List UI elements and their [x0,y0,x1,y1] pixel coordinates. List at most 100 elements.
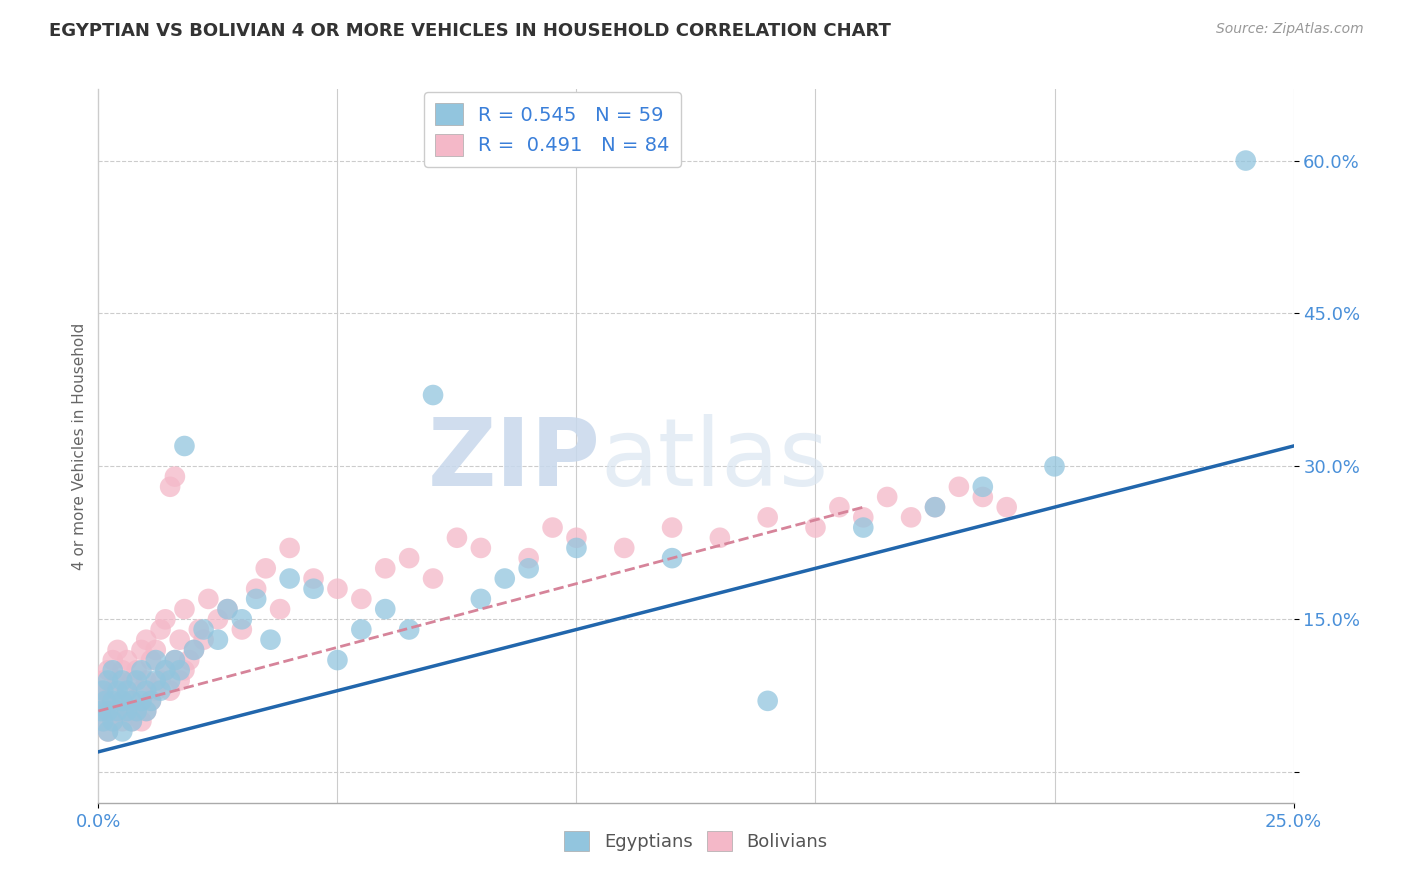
Point [661,551,683,566]
Point [972,490,994,504]
Point [173,663,195,677]
Point [90,704,112,718]
Point [107,704,129,718]
Point [422,572,444,586]
Point [756,694,779,708]
Point [107,673,129,688]
Point [139,694,162,708]
Point [115,704,138,718]
Point [111,673,134,688]
Point [163,653,186,667]
Point [398,623,420,637]
Point [517,551,540,566]
Point [207,632,229,647]
Text: EGYPTIAN VS BOLIVIAN 4 OR MORE VEHICLES IN HOUSEHOLD CORRELATION CHART: EGYPTIAN VS BOLIVIAN 4 OR MORE VEHICLES … [49,22,891,40]
Point [852,520,875,534]
Point [101,694,124,708]
Point [145,683,167,698]
Point [374,561,396,575]
Point [217,602,239,616]
Point [131,663,153,677]
Point [145,653,167,667]
Point [101,683,124,698]
Point [278,541,301,555]
Point [121,714,143,729]
Point [183,643,205,657]
Point [101,663,124,677]
Point [159,683,181,698]
Point [101,714,124,729]
Legend: Egyptians, Bolivians: Egyptians, Bolivians [557,823,835,858]
Point [97,724,120,739]
Point [91,714,114,729]
Point [131,694,153,708]
Y-axis label: 4 or more Vehicles in Household: 4 or more Vehicles in Household [72,322,87,570]
Point [179,653,201,667]
Point [661,520,683,534]
Point [173,602,195,616]
Point [422,388,444,402]
Point [111,724,134,739]
Point [169,632,191,647]
Point [756,510,779,524]
Point [139,694,162,708]
Point [97,673,120,688]
Point [97,694,120,708]
Point [145,643,167,657]
Point [876,490,898,504]
Point [254,561,277,575]
Point [149,623,172,637]
Point [101,653,124,667]
Point [97,663,120,677]
Point [101,714,124,729]
Point [207,612,229,626]
Point [125,704,148,718]
Point [89,683,111,698]
Point [149,673,172,688]
Point [155,612,177,626]
Point [852,510,875,524]
Point [107,643,129,657]
Point [131,714,153,729]
Point [259,632,281,647]
Point [135,673,157,688]
Point [231,612,253,626]
Text: atlas: atlas [600,414,828,507]
Point [804,520,827,534]
Point [107,683,129,698]
Point [159,480,181,494]
Point [565,541,588,555]
Point [135,683,157,698]
Point [169,663,191,677]
Point [111,714,134,729]
Text: ZIP: ZIP [427,414,600,507]
Point [97,704,120,718]
Point [924,500,946,515]
Point [125,704,148,718]
Point [155,663,177,677]
Point [94,704,117,718]
Point [90,704,112,718]
Point [374,602,396,616]
Point [115,653,138,667]
Point [163,469,186,483]
Point [193,623,215,637]
Point [302,572,325,586]
Point [948,480,970,494]
Point [163,653,186,667]
Point [302,582,325,596]
Point [972,480,994,494]
Point [613,541,636,555]
Point [245,582,267,596]
Point [159,673,181,688]
Point [121,714,143,729]
Point [187,623,209,637]
Point [446,531,468,545]
Point [183,643,205,657]
Point [131,683,153,698]
Point [197,591,219,606]
Point [278,572,301,586]
Point [193,632,215,647]
Point [541,520,564,534]
Point [350,623,373,637]
